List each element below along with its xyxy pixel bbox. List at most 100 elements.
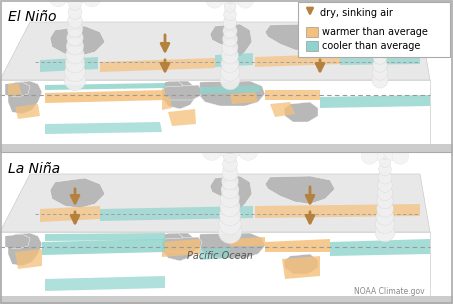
- Circle shape: [216, 125, 244, 153]
- Circle shape: [373, 57, 387, 72]
- Circle shape: [379, 163, 391, 176]
- Circle shape: [225, 0, 236, 4]
- Polygon shape: [50, 26, 105, 56]
- Polygon shape: [50, 178, 105, 208]
- Circle shape: [375, 222, 395, 242]
- Circle shape: [386, 0, 400, 12]
- Circle shape: [380, 141, 390, 151]
- Circle shape: [376, 207, 394, 225]
- Circle shape: [221, 62, 240, 81]
- Polygon shape: [215, 53, 253, 67]
- Polygon shape: [270, 102, 295, 117]
- Circle shape: [224, 8, 236, 21]
- Circle shape: [378, 178, 392, 192]
- Circle shape: [223, 16, 237, 29]
- Circle shape: [221, 181, 239, 199]
- Polygon shape: [163, 233, 183, 244]
- Circle shape: [212, 0, 231, 4]
- Circle shape: [68, 5, 82, 19]
- Polygon shape: [284, 102, 318, 122]
- Circle shape: [213, 125, 234, 146]
- Circle shape: [223, 149, 237, 163]
- Text: warmer than average: warmer than average: [322, 27, 428, 37]
- Circle shape: [383, 0, 395, 2]
- Circle shape: [221, 188, 240, 208]
- Circle shape: [361, 148, 378, 164]
- Text: dry, sinking air: dry, sinking air: [320, 8, 393, 18]
- Text: La Niña: La Niña: [8, 162, 60, 176]
- Circle shape: [68, 0, 82, 10]
- Polygon shape: [330, 239, 430, 256]
- Text: NOAA Climate.gov: NOAA Climate.gov: [354, 287, 425, 296]
- Circle shape: [226, 125, 247, 146]
- Circle shape: [238, 141, 258, 161]
- Text: cooler than average: cooler than average: [322, 41, 420, 51]
- Circle shape: [222, 165, 238, 181]
- Circle shape: [222, 31, 238, 47]
- Circle shape: [73, 0, 95, 3]
- Circle shape: [235, 129, 251, 146]
- Circle shape: [69, 0, 81, 1]
- Polygon shape: [5, 234, 30, 249]
- Circle shape: [373, 50, 387, 64]
- Polygon shape: [230, 92, 258, 104]
- Polygon shape: [255, 204, 420, 218]
- Text: Pacific Ocean: Pacific Ocean: [187, 251, 253, 261]
- Bar: [306, 41, 318, 51]
- Bar: [0, 232, 430, 299]
- Circle shape: [237, 0, 254, 8]
- Circle shape: [375, 22, 386, 33]
- Polygon shape: [210, 24, 252, 57]
- Bar: [306, 27, 318, 37]
- Circle shape: [65, 53, 85, 73]
- Circle shape: [392, 148, 409, 164]
- Circle shape: [375, 15, 385, 25]
- Polygon shape: [45, 233, 165, 241]
- Polygon shape: [282, 256, 320, 279]
- Circle shape: [373, 134, 397, 158]
- Circle shape: [66, 37, 84, 55]
- Polygon shape: [45, 90, 165, 103]
- Polygon shape: [45, 276, 165, 291]
- Circle shape: [372, 72, 388, 88]
- Polygon shape: [210, 176, 252, 209]
- Circle shape: [228, 0, 248, 4]
- Circle shape: [379, 156, 391, 168]
- Polygon shape: [265, 24, 335, 52]
- Polygon shape: [162, 96, 172, 110]
- Bar: [0, 80, 430, 147]
- Circle shape: [373, 43, 386, 57]
- Circle shape: [55, 0, 77, 3]
- Polygon shape: [265, 176, 335, 204]
- Polygon shape: [8, 83, 22, 96]
- Circle shape: [368, 0, 383, 2]
- Circle shape: [365, 0, 377, 2]
- Circle shape: [202, 141, 222, 161]
- Polygon shape: [162, 85, 202, 100]
- Circle shape: [375, 7, 385, 17]
- Circle shape: [367, 140, 387, 160]
- Circle shape: [372, 65, 388, 80]
- Polygon shape: [40, 206, 100, 222]
- Polygon shape: [200, 85, 260, 94]
- Polygon shape: [8, 233, 42, 266]
- Circle shape: [67, 29, 83, 46]
- Circle shape: [208, 129, 226, 146]
- Circle shape: [376, 0, 385, 9]
- Polygon shape: [163, 81, 183, 92]
- Polygon shape: [200, 247, 230, 260]
- Circle shape: [378, 171, 392, 184]
- Polygon shape: [320, 95, 430, 108]
- Circle shape: [66, 45, 84, 64]
- Circle shape: [365, 0, 381, 9]
- Circle shape: [67, 13, 82, 28]
- Circle shape: [218, 0, 242, 2]
- Bar: [0, 144, 453, 152]
- Circle shape: [376, 0, 384, 1]
- Circle shape: [377, 193, 393, 209]
- Circle shape: [222, 157, 237, 172]
- Circle shape: [67, 21, 83, 37]
- Circle shape: [219, 212, 241, 235]
- Polygon shape: [100, 58, 215, 72]
- Circle shape: [383, 140, 403, 160]
